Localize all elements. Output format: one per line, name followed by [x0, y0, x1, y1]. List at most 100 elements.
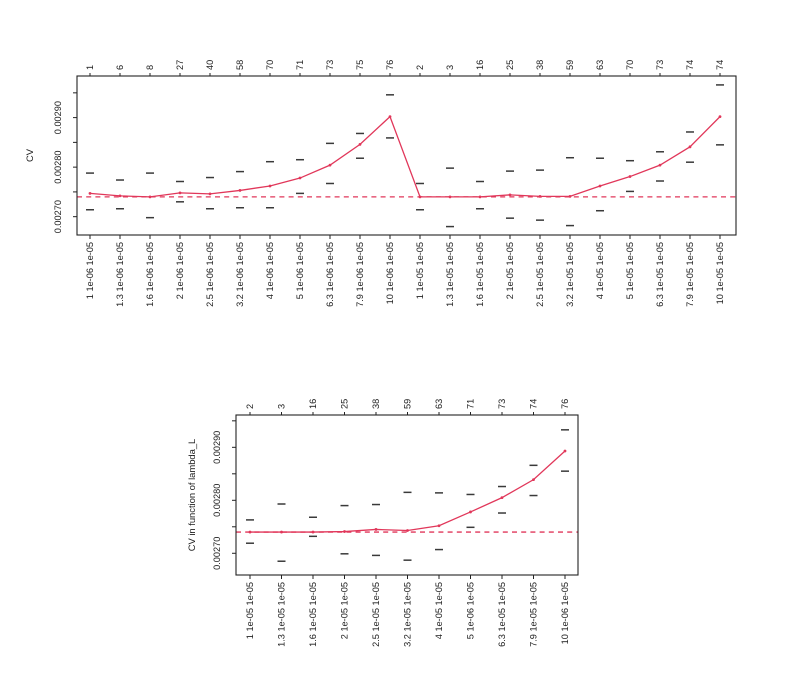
top-count-label: 1: [85, 65, 95, 70]
cv-point: [238, 189, 242, 192]
top-count-label: 63: [595, 60, 605, 70]
x-tick-label: 6.3 1e-06 1e-05: [325, 242, 335, 307]
x-tick-label: 2.5 1e-05 1e-05: [371, 582, 381, 647]
y-tick-label: 0.00280: [212, 484, 222, 517]
cv-curve: [89, 115, 721, 198]
x-tick-label: 2.5 1e-05 1e-05: [535, 242, 545, 307]
x-tick-label: 1.6 1e-05 1e-05: [475, 242, 485, 307]
top-count-label: 40: [205, 60, 215, 70]
x-tick-label: 1.3 1e-06 1e-05: [115, 242, 125, 307]
top-count-label: 74: [715, 60, 725, 70]
x-tick-label: 6.3 1e-05 1e-05: [497, 582, 507, 647]
top-count-label: 73: [325, 60, 335, 70]
x-tick-label: 1 1e-06 1e-05: [85, 242, 95, 299]
x-tick-label: 4 1e-06 1e-05: [265, 242, 275, 299]
top-count-label: 2: [245, 404, 255, 409]
error-bars: [86, 84, 724, 228]
x-tick-label: 10 1e-06 1e-05: [385, 242, 395, 304]
x-axis: [89, 235, 721, 239]
cv-point: [628, 175, 632, 178]
cv-point: [248, 530, 252, 534]
cv-point: [448, 195, 452, 199]
top-axis: [89, 73, 721, 76]
x-tick-label: 4 1e-05 1e-05: [595, 242, 605, 299]
top-count-label: 25: [339, 399, 349, 409]
x-tick-label: 3.2 1e-06 1e-05: [235, 242, 245, 307]
cv-point: [563, 449, 567, 453]
y-tick-label: 0.00290: [53, 101, 63, 134]
cv-point: [178, 191, 182, 195]
x-tick-label: 2 1e-05 1e-05: [505, 242, 515, 299]
top-count-label: 8: [145, 65, 155, 70]
top-count-label: 71: [295, 60, 305, 70]
x-tick-label: 1.6 1e-05 1e-05: [308, 582, 318, 647]
top-axis: [249, 412, 566, 415]
x-tick-label: 2 1e-05 1e-05: [339, 582, 349, 639]
top-count-label: 75: [355, 60, 365, 70]
x-tick-label: 2 1e-06 1e-05: [175, 242, 185, 299]
cv-point: [118, 194, 122, 198]
cv-point: [358, 142, 362, 146]
y-axis-title: CV in function of lambda_L: [186, 439, 197, 552]
x-tick-label: 4 1e-05 1e-05: [434, 582, 444, 639]
y-tick-label: 0.00270: [53, 200, 63, 233]
x-tick-label: 7.9 1e-05 1e-05: [528, 582, 538, 647]
top-count-label: 59: [565, 60, 575, 70]
top-count-label: 58: [235, 60, 245, 70]
y-tick-label: 0.00280: [53, 151, 63, 184]
x-tick-label: 7.9 1e-06 1e-05: [355, 242, 365, 307]
top-count-label: 59: [402, 399, 412, 409]
x-tick-label: 1.3 1e-05 1e-05: [276, 582, 286, 647]
x-tick-label: 1 1e-05 1e-05: [245, 582, 255, 639]
cv-plot-top: 0.00270 0.00280 0.00290 1 1e-06 1e-05 1.3 1e…: [24, 60, 737, 307]
top-count-label: 38: [535, 60, 545, 70]
x-tick-label: 10 1e-05 1e-05: [715, 242, 725, 304]
cv-point: [469, 510, 472, 514]
top-count-label: 16: [475, 60, 485, 70]
cv-point: [688, 145, 692, 149]
x-tick-label: 7.9 1e-05 1e-05: [685, 242, 695, 307]
cv-point: [418, 195, 422, 199]
top-count-label: 74: [685, 60, 695, 70]
top-count-label: 3: [276, 404, 286, 409]
x-tick-label: 5 1e-06 1e-05: [295, 242, 305, 299]
x-tick-label: 10 1e-06 1e-05: [560, 582, 570, 644]
y-tick-label: 0.00270: [212, 537, 222, 570]
x-axis: [249, 575, 566, 579]
cv-plot-bottom: 0.00270 0.00280 0.00290 1 1e-05 1e-05 1.3 1e…: [186, 399, 579, 647]
x-tick-label: 1.3 1e-05 1e-05: [445, 242, 455, 307]
cv-point: [532, 478, 535, 482]
cv-point: [328, 163, 332, 167]
x-tick-label: 2.5 1e-06 1e-05: [205, 242, 215, 307]
cv-point: [388, 115, 392, 119]
y-axis-title: CV: [24, 148, 35, 162]
top-count-label: 76: [560, 399, 570, 409]
top-count-label: 74: [528, 399, 538, 409]
cv-point: [208, 192, 212, 196]
cv-point: [598, 184, 602, 188]
top-count-label: 70: [625, 60, 635, 70]
cv-point: [268, 184, 272, 188]
cv-point: [568, 194, 572, 198]
cv-point: [478, 195, 482, 199]
top-count-label: 6: [115, 65, 125, 70]
cv-point: [374, 528, 378, 531]
x-tick-label: 1.6 1e-06 1e-05: [145, 242, 155, 307]
y-axis: [73, 92, 77, 218]
x-tick-label: 3.2 1e-05 1e-05: [402, 582, 412, 647]
top-count-label: 3: [445, 65, 455, 70]
top-count-label: 16: [308, 399, 318, 409]
cv-point: [500, 496, 504, 500]
x-tick-label: 6.3 1e-05 1e-05: [655, 242, 665, 307]
cv-point: [88, 191, 92, 195]
plot-box: [76, 75, 737, 236]
top-count-label: 73: [655, 60, 665, 70]
top-count-label: 70: [265, 60, 275, 70]
top-count-label: 25: [505, 60, 515, 70]
cv-point: [437, 524, 441, 528]
plot-box: [235, 414, 579, 576]
cv-point: [343, 530, 346, 533]
cv-point: [718, 115, 722, 119]
